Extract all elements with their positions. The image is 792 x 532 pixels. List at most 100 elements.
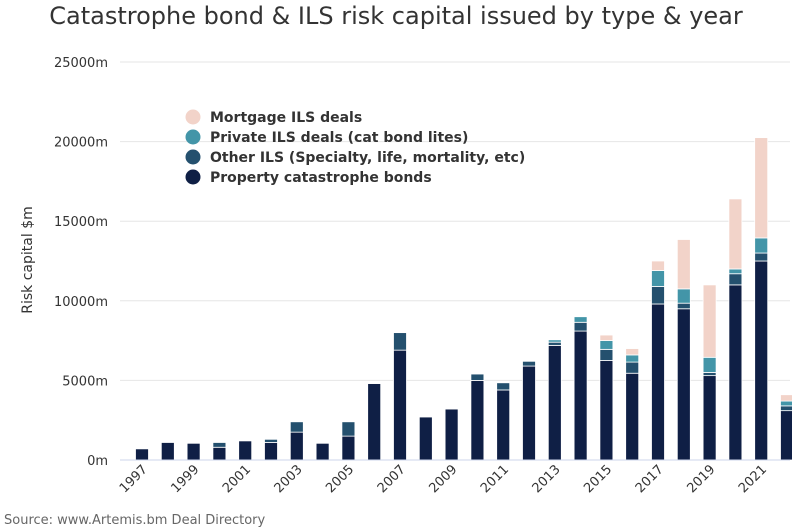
bar-segment[interactable] [393,332,407,351]
bar-segment[interactable] [676,308,691,461]
x-tick-label: 2015 [581,462,615,496]
y-tick-label: 15000m [54,215,108,230]
chart-title: Catastrophe bond & ILS risk capital issu… [49,2,743,30]
bar-segment[interactable] [470,379,485,461]
bar-segment[interactable] [780,400,792,407]
bar-segment[interactable] [702,372,717,377]
bar-segment[interactable] [754,260,769,461]
bar-segment[interactable] [470,373,485,381]
legend-item[interactable]: Property catastrophe bonds [185,169,432,187]
x-tick-label: 2003 [272,462,306,496]
bar-segment[interactable] [676,302,691,310]
legend: Mortgage ILS deals Private ILS deals (cat… [185,109,526,187]
bar-segment[interactable] [754,137,769,239]
legend-item[interactable]: Other ILS (Specialty, life, mortality, e… [185,149,526,167]
bar-segment[interactable] [780,405,792,412]
y-tick-label: 20000m [54,136,108,151]
bar-segment[interactable] [651,270,665,287]
bar-segment[interactable] [651,260,665,271]
bar-segment[interactable] [212,446,227,461]
bar-segment[interactable] [289,431,304,461]
legend-item[interactable]: Private ILS deals (cat bond lites) [185,129,469,147]
bar-segment[interactable] [160,442,175,461]
bar-segment[interactable] [547,341,562,346]
legend-marker [185,129,201,145]
legend-label: Property catastrophe bonds [210,170,432,186]
legend-item[interactable]: Mortgage ILS deals [185,109,363,127]
bar-segment[interactable] [625,361,640,374]
bar-segment[interactable] [341,421,356,437]
bar-segment[interactable] [212,442,227,448]
bar-segment[interactable] [780,410,792,461]
bar-segment[interactable] [702,375,717,461]
bar-segment[interactable] [547,339,562,343]
x-tick-label: 2021 [736,462,770,496]
bars [135,137,792,461]
legend-label: Mortgage ILS deals [210,110,362,126]
bar-segment[interactable] [496,382,511,391]
x-tick-label: 1999 [168,462,202,496]
bar-segment[interactable] [599,340,614,350]
bar-segment[interactable] [186,442,201,461]
y-tick-label: 25000m [54,56,108,71]
bar-segment[interactable] [341,435,356,461]
bar-segment[interactable] [573,321,588,332]
bar-segment[interactable] [315,442,330,461]
bar-segment[interactable] [676,239,691,290]
bar-segment[interactable] [444,408,459,461]
source-note: Source: www.Artemis.bm Deal Directory [4,513,266,528]
bar-segment[interactable] [599,348,614,361]
legend-marker [185,149,201,165]
bar-segment[interactable] [264,442,278,461]
bar-segment[interactable] [702,356,717,373]
bar-segment[interactable] [625,354,640,363]
y-tick-label: 5000m [62,374,108,389]
legend-label: Private ILS deals (cat bond lites) [210,130,468,146]
x-tick-label: 2005 [323,462,357,496]
legend-marker [185,169,201,185]
y-axis-label: Risk capital $m [20,206,36,313]
bar-segment[interactable] [651,286,665,305]
bar-segment[interactable] [599,360,614,461]
bar-segment[interactable] [496,389,511,461]
bar-segment[interactable] [367,383,382,461]
x-tick-label: 2011 [478,462,512,496]
x-tick-label: 2007 [375,462,409,496]
bar-segment[interactable] [651,303,665,461]
bar-segment[interactable] [754,237,769,254]
bar-segment[interactable] [676,288,691,304]
bar-segment[interactable] [702,284,717,358]
bar-segment[interactable] [393,349,407,461]
bar-segment[interactable] [728,284,743,461]
bar-segment[interactable] [418,416,433,461]
bar-segment[interactable] [522,365,536,461]
bar-segment[interactable] [238,440,253,461]
x-tick-label: 2013 [530,462,564,496]
bar-segment[interactable] [573,316,588,323]
x-tick-label: 2019 [684,462,718,496]
y-tick-label: 10000m [54,295,108,310]
legend-marker [185,109,201,125]
bar-segment[interactable] [522,360,536,367]
x-tick-label: 2001 [220,462,254,496]
x-axis-ticks: 1997 1999 2001 2003 2005 2007 2009 2011 2013 2015… [117,462,770,496]
bar-segment[interactable] [780,394,792,402]
bar-segment[interactable] [264,438,278,443]
bar-segment[interactable] [573,330,588,461]
bar-segment[interactable] [135,448,149,461]
bar-segment[interactable] [289,421,304,433]
x-tick-label: 2009 [426,462,460,496]
bar-segment[interactable] [728,273,743,286]
bar-segment[interactable] [599,334,614,342]
legend-label: Other ILS (Specialty, life, mortality, e… [210,150,525,166]
bar-segment[interactable] [625,372,640,461]
bar-segment[interactable] [728,198,743,270]
bar-segment[interactable] [728,268,743,275]
bar-segment[interactable] [754,252,769,262]
x-tick-label: 2017 [633,462,667,496]
y-axis-ticks: 0m 5000m 10000m 15000m 20000m 25000m [54,56,108,469]
bar-segment[interactable] [625,348,640,356]
bar-segment[interactable] [547,344,562,461]
